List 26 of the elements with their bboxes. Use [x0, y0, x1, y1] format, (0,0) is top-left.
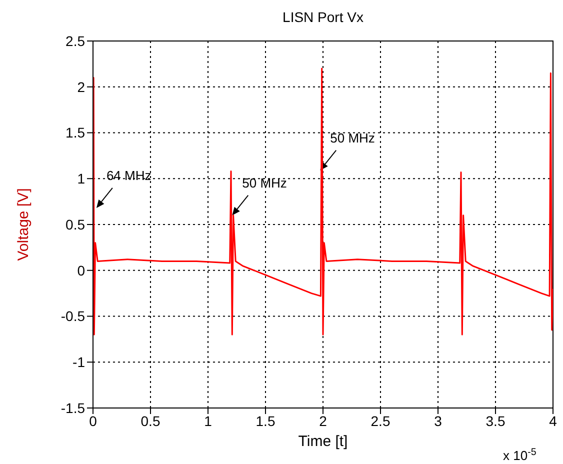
- line-series: [93, 68, 553, 336]
- annotation: 50 MHz: [242, 175, 287, 190]
- y-tick-label: 2.5: [66, 32, 86, 49]
- x-tick-label: 3: [434, 412, 442, 429]
- x-tick-label: 1: [204, 412, 212, 429]
- x-tick-label: 2.5: [370, 412, 390, 429]
- y-tick-label: -1.5: [60, 400, 86, 416]
- chart-title: LISN Port Vx: [282, 9, 364, 25]
- y-tick-label: 1: [77, 170, 86, 187]
- text: x 10$^{-5}$: [503, 446, 537, 463]
- y-tick-label: 2: [77, 78, 86, 95]
- x-tick-label: 4: [549, 412, 558, 429]
- x-tick-label: 3.5: [486, 412, 506, 429]
- y-tick-label: 0: [77, 262, 86, 278]
- y-tick-label: 1.5: [66, 124, 86, 141]
- annotation: 64 MHz: [106, 168, 152, 183]
- x-tick-label: 1.5: [256, 412, 276, 429]
- x-tick-label: 2: [319, 412, 328, 429]
- y-axis-title: Voltage [V]: [15, 188, 32, 261]
- y-tick-label: -0.5: [60, 308, 86, 324]
- y-tick-label: -1: [72, 354, 86, 370]
- x-tick-label: 0: [89, 412, 98, 429]
- y-tick-label: 0.5: [66, 216, 86, 232]
- x-tick-label: 0.5: [140, 412, 160, 429]
- x-axis-title: Time [t]: [298, 433, 348, 450]
- annotation: 50 MHz: [330, 130, 375, 146]
